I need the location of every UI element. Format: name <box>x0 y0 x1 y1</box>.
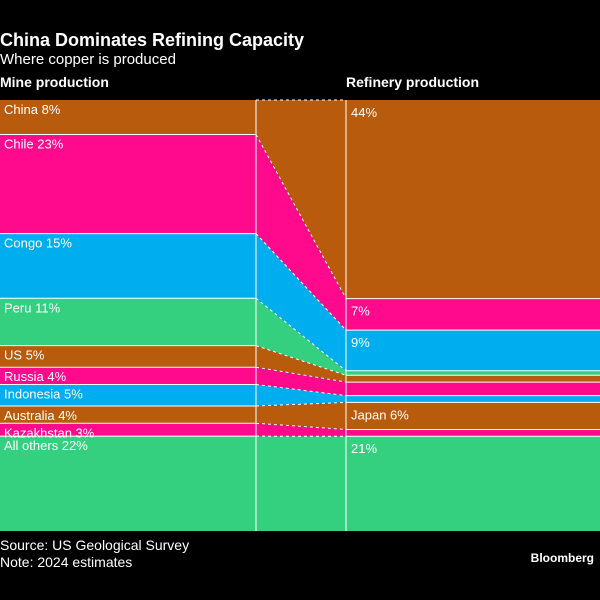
bloomberg-logo: Bloomberg <box>530 551 594 565</box>
refinery-label-all-others: 21% <box>351 441 377 456</box>
flow-divider <box>255 297 347 372</box>
refinery-bar-us <box>346 375 600 383</box>
refinery-label-australia: Japan 6% <box>351 407 409 422</box>
refinery-bar-russia <box>346 382 600 396</box>
refinery-label-china: 44% <box>351 105 377 120</box>
refinery-bar-china <box>346 100 600 299</box>
mine-bar-china <box>0 100 256 135</box>
mine-label-kazakhstan: Kazakhstan 3% <box>4 425 95 440</box>
flow-band-all-others <box>256 436 346 531</box>
flow-band-congo <box>256 233 346 371</box>
flow-band-peru <box>256 298 346 376</box>
mine-bar-peru <box>0 298 256 346</box>
flow-divider <box>255 134 347 299</box>
flow-band-china <box>256 100 346 299</box>
flow-band-indonesia <box>256 384 346 407</box>
refinery-bar-kazakhstan <box>346 429 600 437</box>
note-text: Note: 2024 estimates <box>0 554 133 570</box>
refinery-label-congo: 9% <box>351 335 370 350</box>
refinery-bar-chile <box>346 298 600 331</box>
source-note: Source: US Geological Survey Note: 2024 … <box>0 537 189 571</box>
source-text: Source: US Geological Survey <box>0 537 190 553</box>
mine-bar-indonesia <box>0 384 256 407</box>
mine-bar-congo <box>0 233 256 299</box>
flow-band-chile <box>256 134 346 331</box>
mine-bar-russia <box>0 367 256 385</box>
mine-bar-kazakhstan <box>0 423 256 437</box>
refinery-bar-all-others <box>346 436 600 531</box>
flow-band-us <box>256 345 346 383</box>
refinery-production-header: Refinery production <box>346 74 480 90</box>
mine-label-australia: Australia 4% <box>4 408 77 423</box>
refinery-bar-congo <box>346 330 600 371</box>
mine-production-header: Mine production <box>0 74 109 90</box>
refinery-bar-australia <box>346 402 600 430</box>
mine-bar-all-others <box>0 436 256 531</box>
flow-band-kazakhstan <box>256 423 346 437</box>
flow-band-russia <box>256 367 346 396</box>
mine-label-congo: Congo 15% <box>4 236 72 251</box>
mine-label-indonesia: Indonesia 5% <box>4 386 83 401</box>
mine-label-us: US 5% <box>4 348 45 363</box>
mine-label-chile: Chile 23% <box>4 136 64 151</box>
chart-subtitle: Where copper is produced <box>0 51 176 68</box>
mine-label-peru: Peru 11% <box>4 300 61 315</box>
mine-label-russia: Russia 4% <box>4 369 67 384</box>
refinery-label-chile: 7% <box>351 304 370 319</box>
mine-bar-chile <box>0 134 256 234</box>
mine-bar-us <box>0 345 256 368</box>
flow-divider <box>255 345 347 376</box>
flow-divider <box>255 233 347 331</box>
mine-label-china: China 8% <box>4 102 61 117</box>
mine-bar-australia <box>0 406 256 424</box>
refinery-bar-indonesia <box>346 395 600 403</box>
chart-title: China Dominates Refining Capacity <box>0 30 305 50</box>
mine-label-all-others: All others 22% <box>4 438 88 453</box>
refinery-bar-peru <box>346 370 600 376</box>
flow-band-australia <box>256 402 346 430</box>
